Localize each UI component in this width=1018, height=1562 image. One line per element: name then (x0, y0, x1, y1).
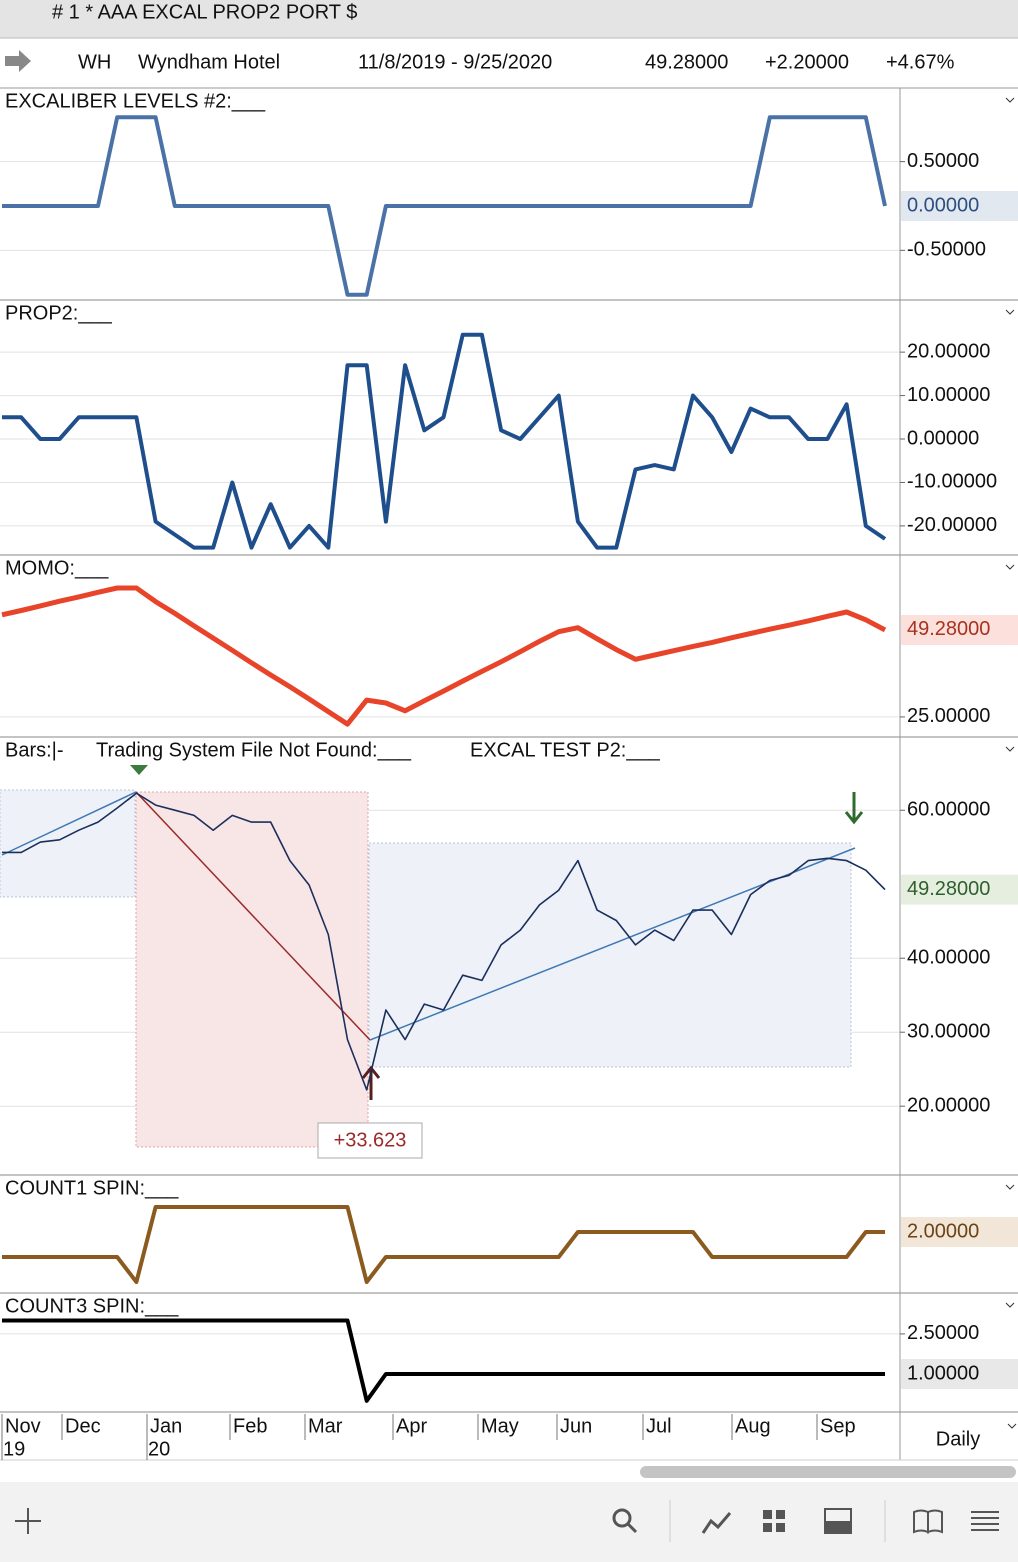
series-line (2, 1318, 885, 1403)
last-value-box (901, 1217, 1018, 1247)
y-tick-label: -20.00000 (907, 514, 997, 536)
x-tick-label: Apr (396, 1415, 427, 1437)
search-button[interactable] (626, 1522, 638, 1534)
y-tick-label: 0.50000 (907, 150, 979, 172)
series-line (2, 332, 887, 550)
panel-title: EXCAL TEST P2:___ (470, 739, 661, 761)
series-line (2, 115, 887, 297)
percent-change: +4.67% (886, 51, 955, 73)
trade-zone (0, 789, 136, 898)
last-value-box (901, 614, 1018, 645)
last-value-box (901, 874, 1018, 905)
panel-button[interactable] (825, 1521, 851, 1533)
arrow-icon[interactable] (5, 50, 31, 72)
trend-line (135, 791, 371, 1041)
add-button[interactable] (15, 1508, 41, 1534)
series-line (2, 1205, 885, 1284)
x-tick-label: Dec (65, 1415, 101, 1437)
toolbar (0, 1482, 1018, 1562)
chart-type-button[interactable] (701, 1512, 732, 1534)
panel-title: COUNT1 SPIN:___ (5, 1177, 179, 1199)
last-value-label: 1.00000 (907, 1362, 979, 1384)
last-value-label: 2.00000 (907, 1220, 979, 1242)
window-title: # 1 * AAA EXCAL PROP2 PORT $ (52, 1, 357, 23)
y-tick-label: 25.00000 (907, 705, 990, 727)
layout-button[interactable] (763, 1510, 785, 1532)
y-tick-label: 40.00000 (907, 947, 990, 969)
series-line (1, 585, 887, 727)
annotation: +33.623 (334, 1129, 407, 1151)
book-button[interactable] (913, 1509, 943, 1534)
signal-arrow (130, 765, 148, 775)
dropdown[interactable] (1005, 97, 1015, 103)
x-tick-label: Sep (820, 1415, 856, 1437)
x-tick-label: Feb (233, 1415, 267, 1437)
y-tick-label: 30.00000 (907, 1020, 990, 1042)
x-tick-label: Jul (646, 1415, 672, 1437)
title-bar (0, 0, 1018, 38)
y-tick-label: 60.00000 (907, 799, 990, 821)
y-tick-label: 20.00000 (907, 340, 990, 362)
x-tick-label: May (481, 1415, 519, 1437)
dropdown[interactable] (1005, 309, 1015, 315)
interval[interactable]: Daily (936, 1428, 980, 1450)
y-tick-label: 10.00000 (907, 384, 990, 406)
x-tick-label: Nov (5, 1415, 41, 1437)
last-value-label: 49.28000 (907, 878, 990, 900)
search-button[interactable] (612, 1508, 632, 1528)
x-tick-label: Jun (560, 1415, 592, 1437)
company-name: Wyndham Hotel (138, 51, 280, 73)
last-value-label: 49.28000 (907, 618, 990, 640)
annotation-box (317, 1122, 423, 1159)
x-tick-label: Aug (735, 1415, 771, 1437)
y-tick-label: -10.00000 (907, 471, 997, 493)
last-value-label: 0.00000 (907, 194, 979, 216)
signal-arrow (844, 792, 864, 825)
price-change: +2.20000 (765, 51, 849, 73)
year-label: 20 (148, 1438, 170, 1460)
last-price: 49.28000 (645, 51, 728, 73)
scrollbar[interactable] (640, 1466, 1016, 1478)
panel-title: MOMO:___ (5, 557, 109, 579)
date-range: 11/8/2019 - 9/25/2020 (358, 51, 552, 73)
panel-title: COUNT3 SPIN:___ (5, 1295, 179, 1317)
y-tick-label: 2.50000 (907, 1322, 979, 1344)
dropdown[interactable] (1005, 564, 1015, 570)
series-line (2, 792, 886, 1091)
year-label: 19 (3, 1438, 25, 1460)
x-tick-label: Jan (150, 1415, 182, 1437)
symbol: WH (78, 51, 111, 73)
y-tick-label: 20.00000 (907, 1094, 990, 1116)
dropdown[interactable] (1005, 746, 1015, 752)
dropdown[interactable] (1005, 1302, 1015, 1308)
y-tick-label: -0.50000 (907, 239, 986, 261)
x-tick-label: Mar (308, 1415, 343, 1437)
panel-title: Bars:|- (5, 739, 64, 761)
menu-button[interactable] (971, 1511, 999, 1531)
panel-title: EXCALIBER LEVELS #2:___ (5, 90, 266, 112)
last-value-box (901, 1359, 1018, 1390)
dropdown[interactable] (1005, 1184, 1015, 1190)
y-tick-label: 0.00000 (907, 427, 979, 449)
trade-zone (135, 791, 369, 1148)
trend-line (1, 791, 137, 856)
last-value-box (901, 190, 1018, 221)
panel-title: PROP2:___ (5, 302, 113, 324)
trade-zone (368, 842, 852, 1068)
panel-title: Trading System File Not Found:___ (96, 739, 412, 761)
dropdown[interactable] (1007, 1423, 1017, 1429)
